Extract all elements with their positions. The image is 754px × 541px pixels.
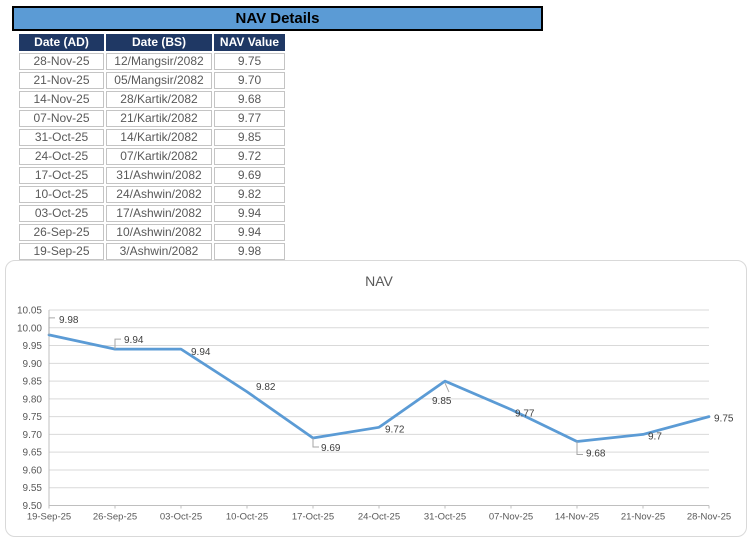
- label-leader-line: [576, 441, 583, 456]
- table-row: 17-Oct-25 31/Ashwin/2082 9.69: [19, 167, 285, 184]
- table-row: 21-Nov-25 05/Mangsir/2082 9.70: [19, 72, 285, 89]
- x-axis-label: 31-Oct-25: [424, 512, 466, 523]
- data-point-label: 9.77: [515, 409, 535, 420]
- table-row: 14-Nov-25 28/Kartik/2082 9.68: [19, 91, 285, 108]
- x-axis-label: 24-Oct-25: [358, 512, 400, 523]
- table-cell: 9.94: [214, 205, 285, 222]
- table-cell: 31-Oct-25: [19, 129, 104, 146]
- x-axis-label: 14-Nov-25: [555, 512, 599, 523]
- table-cell: 03-Oct-25: [19, 205, 104, 222]
- y-axis-label: 10.05: [17, 306, 42, 317]
- data-point-label: 9.94: [191, 347, 211, 358]
- table-cell: 17-Oct-25: [19, 167, 104, 184]
- label-leader-line: [444, 382, 450, 393]
- y-axis-label: 9.85: [23, 377, 43, 388]
- table-cell: 19-Sep-25: [19, 243, 104, 260]
- x-axis-label: 10-Oct-25: [226, 512, 268, 523]
- label-leader-line: [312, 437, 319, 448]
- table-cell: 28-Nov-25: [19, 53, 104, 70]
- y-axis-label: 9.60: [23, 465, 43, 476]
- table-row: 31-Oct-25 14/Kartik/2082 9.85: [19, 129, 285, 146]
- nav-details-table: Date (AD) Date (BS) NAV Value 28-Nov-25 12/…: [17, 32, 287, 262]
- x-axis-label: 26-Sep-25: [93, 512, 137, 523]
- table-cell: 9.98: [214, 243, 285, 260]
- table-cell: 10/Ashwin/2082: [106, 224, 212, 241]
- nav-line-chart: NAV 10.05 10.00 9.95 9.90 9.85 9.80 9.75 9.70 9.6…: [17, 273, 734, 523]
- column-header: NAV Value: [214, 34, 285, 51]
- table-cell: 14-Nov-25: [19, 91, 104, 108]
- table-cell: 9.68: [214, 91, 285, 108]
- data-point-label: 9.98: [59, 315, 79, 326]
- y-axis-label: 9.80: [23, 394, 43, 405]
- table-cell: 07-Nov-25: [19, 110, 104, 127]
- table-row: 10-Oct-25 24/Ashwin/2082 9.82: [19, 186, 285, 203]
- y-axis-label: 9.75: [23, 412, 43, 423]
- table-cell: 9.75: [214, 53, 285, 70]
- data-point-label: 9.68: [586, 449, 606, 460]
- table-title-banner: NAV Details: [12, 6, 543, 31]
- table-cell: 9.77: [214, 110, 285, 127]
- table-cell: 14/Kartik/2082: [106, 129, 212, 146]
- table-row: 19-Sep-25 3/Ashwin/2082 9.98: [19, 243, 285, 260]
- table-cell: 21-Nov-25: [19, 72, 104, 89]
- data-point-label: 9.94: [124, 335, 144, 346]
- data-point-label: 9.82: [256, 382, 276, 393]
- y-axis-label: 10.00: [17, 323, 42, 334]
- x-axis-label: 07-Nov-25: [489, 512, 533, 523]
- table-cell: 9.69: [214, 167, 285, 184]
- x-axis-label: 19-Sep-25: [27, 512, 71, 523]
- table-cell: 24/Ashwin/2082: [106, 186, 212, 203]
- table-cell: 9.82: [214, 186, 285, 203]
- y-axis-label: 9.55: [23, 483, 43, 494]
- x-axis-label: 21-Nov-25: [621, 512, 665, 523]
- data-point-label: 9.85: [432, 396, 452, 407]
- table-row: 03-Oct-25 17/Ashwin/2082 9.94: [19, 205, 285, 222]
- table-row: 26-Sep-25 10/Ashwin/2082 9.94: [19, 224, 285, 241]
- table-cell: 9.70: [214, 72, 285, 89]
- table-row: 28-Nov-25 12/Mangsir/2082 9.75: [19, 53, 285, 70]
- x-axis-label: 17-Oct-25: [292, 512, 334, 523]
- y-axis-label: 9.95: [23, 341, 43, 352]
- y-axis-label: 9.65: [23, 448, 43, 459]
- x-axis-label: 28-Nov-25: [687, 512, 731, 523]
- data-point-label: 9.69: [321, 443, 341, 454]
- data-point-label: 9.72: [385, 424, 405, 435]
- table-cell: 9.85: [214, 129, 285, 146]
- data-point-label: 9.7: [648, 431, 662, 442]
- table-cell: 31/Ashwin/2082: [106, 167, 212, 184]
- table-cell: 24-Oct-25: [19, 148, 104, 165]
- table-cell: 9.94: [214, 224, 285, 241]
- label-leader-line: [114, 338, 121, 350]
- label-leader-line: [48, 317, 55, 335]
- table-cell: 3/Ashwin/2082: [106, 243, 212, 260]
- table-header-row: Date (AD) Date (BS) NAV Value: [19, 34, 285, 51]
- y-axis-label: 9.70: [23, 430, 43, 441]
- table-cell: 12/Mangsir/2082: [106, 53, 212, 70]
- y-axis-label: 9.50: [23, 501, 43, 512]
- table-cell: 17/Ashwin/2082: [106, 205, 212, 222]
- chart-title: NAV: [365, 273, 393, 289]
- table-title: NAV Details: [235, 10, 320, 27]
- table-cell: 10-Oct-25: [19, 186, 104, 203]
- table-row: 24-Oct-25 07/Kartik/2082 9.72: [19, 148, 285, 165]
- table-cell: 9.72: [214, 148, 285, 165]
- y-axis-label: 9.90: [23, 359, 43, 370]
- column-header: Date (BS): [106, 34, 212, 51]
- table-cell: 26-Sep-25: [19, 224, 104, 241]
- x-axis-label: 03-Oct-25: [160, 512, 202, 523]
- table-cell: 28/Kartik/2082: [106, 91, 212, 108]
- table-cell: 05/Mangsir/2082: [106, 72, 212, 89]
- column-header: Date (AD): [19, 34, 104, 51]
- nav-series-line: [47, 333, 711, 443]
- data-point-label: 9.75: [714, 414, 734, 425]
- table-cell: 07/Kartik/2082: [106, 148, 212, 165]
- table-cell: 21/Kartik/2082: [106, 110, 212, 127]
- nav-chart-container: NAV 10.05 10.00 9.95 9.90 9.85 9.80 9.75 9.70 9.6…: [5, 260, 747, 537]
- table-row: 07-Nov-25 21/Kartik/2082 9.77: [19, 110, 285, 127]
